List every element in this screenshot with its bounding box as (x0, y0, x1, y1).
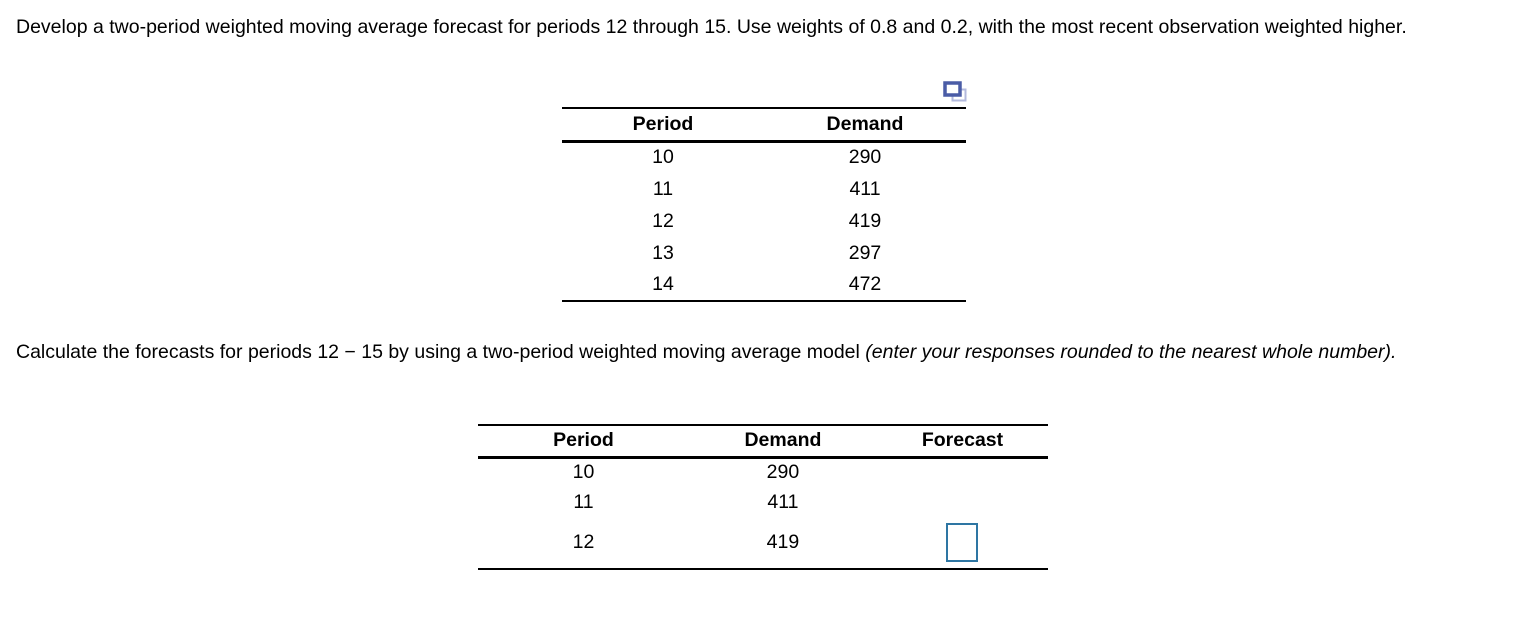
period-cell: 12 (572, 531, 595, 553)
period-column-header: Period (562, 108, 764, 143)
demand-column-header: Demand (688, 425, 877, 459)
period-cell: 13 (652, 241, 674, 264)
popup-window-icon-svg (943, 81, 967, 102)
demand-cell: 297 (848, 241, 882, 264)
demand-cell: 411 (767, 490, 799, 513)
demand-cell: 290 (766, 461, 800, 484)
demand-data-table: Period Demand 10 290 11 411 12 419 13 29… (562, 107, 966, 302)
demand-cell: 411 (849, 177, 881, 200)
period-cell: 14 (652, 273, 674, 295)
forecast-answer-table: Period Demand Forecast 10 290 11 411 12 … (478, 424, 1048, 570)
forecast-cell (877, 457, 1048, 487)
period-column-header: Period (478, 425, 689, 459)
period-cell: 10 (652, 146, 674, 169)
demand-cell: 290 (848, 146, 882, 169)
table-row: 14 472 (562, 269, 966, 301)
table-header-row: Period Demand Forecast (478, 425, 1048, 459)
period-cell: 11 (652, 177, 674, 200)
demand-column-header: Demand (764, 108, 966, 143)
table-row: 11 411 (562, 173, 966, 205)
table-row: 10 290 (562, 141, 966, 173)
forecast-cell (877, 487, 1048, 517)
table-row: 10 290 (478, 457, 1048, 487)
demand-cell: 419 (766, 531, 800, 553)
popup-window-icon[interactable] (943, 81, 968, 105)
instruction-italic-text: (enter your responses rounded to the nea… (865, 341, 1397, 363)
demand-cell: 419 (848, 209, 882, 232)
forecast-input-period-12[interactable] (946, 523, 979, 562)
instruction-text: Calculate the forecasts for periods 12 −… (16, 336, 1520, 368)
problem-statement: Develop a two-period weighted moving ave… (16, 16, 1407, 38)
table-row: 12 419 (562, 205, 966, 237)
period-cell: 10 (572, 461, 595, 484)
instruction-normal-text: Calculate the forecasts for periods 12 −… (16, 341, 866, 363)
table-row: 11 411 (478, 487, 1048, 517)
period-cell: 12 (652, 209, 674, 232)
demand-cell: 472 (848, 273, 882, 295)
table-row: 13 297 (562, 237, 966, 269)
forecast-column-header: Forecast (876, 425, 1048, 459)
table-row: 12 419 (478, 517, 1048, 569)
table-header-row: Period Demand (562, 108, 966, 143)
popup-front-rect (943, 81, 962, 97)
period-cell: 11 (573, 490, 594, 513)
forecast-cell (877, 517, 1048, 569)
